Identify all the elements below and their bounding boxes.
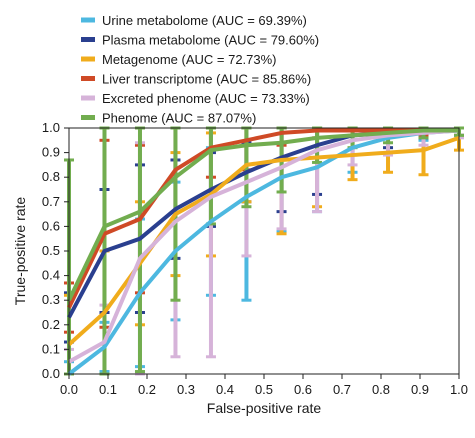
x-tick-label: 0.7 [333,382,351,397]
legend-item-1: Plasma metabolome (AUC = 79.60%) [81,33,319,48]
x-tick-label: 0.4 [216,382,234,397]
y-tick-label: 0.0 [42,366,60,381]
x-tick-label: 0.3 [177,382,195,397]
legend-item-3: Liver transcriptome (AUC = 85.86%) [81,72,311,87]
y-tick-label: 0.8 [42,169,60,184]
series-line-4 [68,128,460,364]
legend-item-2: Metagenome (AUC = 72.73%) [81,52,277,67]
x-tick-label: 0.5 [255,382,273,397]
plot-area: 0.0 0.1 0.2 0.3 0.4 0.5 0.6 0.7 0.8 0.9 1.0 0.0 0.1 0… [42,120,468,397]
series-line-5 [67,128,459,302]
legend-item-5: Phenome (AUC = 87.07%) [81,111,256,126]
x-tick-label: 0.1 [99,382,117,397]
y-tick-label: 0.2 [42,317,60,332]
series-line-3 [67,128,459,309]
x-tick-label: 1.0 [450,382,468,397]
x-tick-label: 0.6 [294,382,312,397]
legend-label: Phenome (AUC = 87.07%) [102,111,256,126]
legend-item-4: Excreted phenome (AUC = 73.33%) [81,91,310,106]
legend-label: Plasma metabolome (AUC = 79.60%) [102,33,319,48]
y-tick-label: 0.3 [42,292,60,307]
legend-label: Liver transcriptome (AUC = 85.86%) [102,72,311,87]
x-tick-label: 0.2 [138,382,156,397]
y-tick-label: 0.6 [42,218,60,233]
y-tick-label: 0.7 [42,194,60,209]
y-tick-label: 0.9 [42,145,60,160]
y-tick-label: 0.1 [42,341,60,356]
x-tick-label: 0.9 [411,382,429,397]
error-bars-3 [64,126,464,334]
x-tick-label: 0.8 [372,382,390,397]
y-tick-label: 1.0 [42,120,60,135]
legend-item-0: Urine metabolome (AUC = 69.39%) [81,13,307,28]
legend-label: Metagenome (AUC = 72.73%) [102,52,277,67]
legend-label: Urine metabolome (AUC = 69.39%) [102,13,307,28]
legend-label: Excreted phenome (AUC = 73.33%) [102,91,310,106]
x-tick-label: 0.0 [60,382,78,397]
legend: Urine metabolome (AUC = 69.39%) Plasma me… [81,13,319,126]
error-bars-1 [64,126,464,344]
y-tick-label: 0.5 [42,243,60,258]
series-line-0 [67,128,460,376]
y-tick-label: 0.4 [42,268,60,283]
x-axis-label: False-positive rate [207,400,322,416]
y-axis-label: True-positive rate [12,197,28,306]
